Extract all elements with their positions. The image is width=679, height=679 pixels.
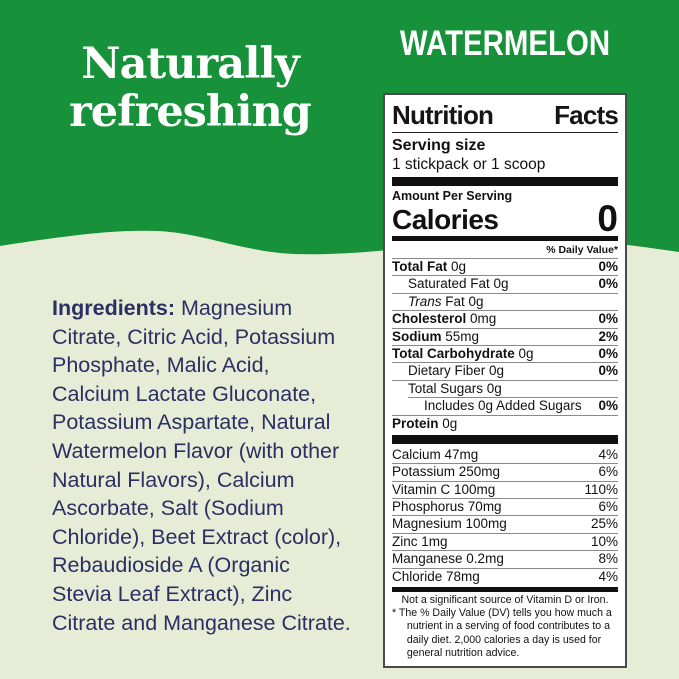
daily-value-percent: 0%: [598, 276, 618, 292]
nutrient-name: Trans Fat 0g: [408, 293, 484, 309]
flavor-title: WATERMELON: [399, 24, 611, 63]
daily-value-percent: 4%: [598, 446, 618, 462]
daily-value-percent: 0%: [598, 311, 618, 327]
mineral-row: Vitamin C 100mg 110%: [392, 480, 618, 498]
mineral-rows-container: Calcium 47mg 4% Potassium 250mg 6% Vitamin C…: [392, 447, 618, 585]
nutrient-row: Dietary Fiber 0g 0%: [392, 362, 618, 379]
nutrient-row: Saturated Fat 0g 0%: [392, 275, 618, 292]
calories-value: 0: [597, 198, 618, 239]
nutrition-facts-title: Nutrition Facts: [392, 100, 619, 130]
nutrient-name: Phosphorus 70mg: [392, 499, 502, 515]
daily-value-percent: 4%: [598, 568, 618, 584]
nutrition-title-word2: Facts: [554, 100, 619, 130]
nutrient-name: Dietary Fiber 0g: [408, 363, 505, 379]
nutrient-row: Sodium 55mg 2%: [392, 327, 618, 345]
amount-per-serving-label: Amount Per Serving: [392, 189, 513, 203]
nutrient-name: Potassium 250mg: [392, 464, 501, 480]
nutrient-name: Vitamin C 100mg: [392, 481, 496, 497]
ingredients-label: Ingredients:: [52, 296, 176, 320]
nutrient-name: Saturated Fat 0g: [408, 276, 509, 292]
nutrient-name: Manganese 0.2mg: [392, 551, 504, 567]
daily-value-percent: 6%: [598, 499, 618, 515]
daily-value-header: % Daily Value*: [546, 244, 618, 256]
nutrient-name: Protein 0g: [392, 415, 458, 431]
daily-value-percent: 6%: [598, 464, 618, 480]
nutrient-row: Total Sugars 0g: [392, 379, 618, 397]
mineral-row: Calcium 47mg 4%: [392, 447, 618, 463]
nutrition-facts-label: Nutrition Facts Serving size 1 stickpack…: [383, 93, 627, 668]
nutrient-name: Includes 0g Added Sugars: [424, 398, 582, 414]
nutrient-row: Cholesterol 0mg 0%: [392, 310, 618, 327]
daily-value-percent: 2%: [598, 328, 618, 344]
daily-value-percent: 0%: [598, 259, 618, 274]
nutrient-name: Cholesterol 0mg: [392, 311, 497, 327]
serving-size-value: 1 stickpack or 1 scoop: [392, 156, 546, 173]
medium-divider-bar: [392, 236, 618, 241]
mineral-row: Potassium 250mg 6%: [392, 463, 618, 480]
nutrient-name: Total Carbohydrate 0g: [392, 345, 534, 361]
nutrient-row: Total Fat 0g 0%: [392, 258, 618, 275]
tagline-text: Naturally refreshing: [69, 39, 312, 137]
daily-value-footnote: * The % Daily Value (DV) tells you how m…: [392, 607, 612, 660]
ingredients-text: Ingredients: Magnesium Citrate, Citric A…: [52, 294, 382, 637]
daily-value-percent: 0%: [598, 363, 618, 379]
nutrient-name: Total Sugars 0g: [408, 380, 502, 396]
not-significant-note: Not a significant source of Vitamin D or…: [401, 594, 609, 607]
medium-divider-bar: [392, 587, 618, 593]
nutrient-name: Calcium 47mg: [392, 446, 479, 462]
nutrition-title-word1: Nutrition: [392, 100, 494, 130]
calories-label: Calories: [392, 204, 499, 235]
daily-value-percent: 110%: [584, 481, 618, 497]
nutrient-row: Total Carbohydrate 0g 0%: [392, 344, 618, 362]
ingredients-list: Magnesium Citrate, Citric Acid, Potassiu…: [52, 296, 351, 635]
title-divider: [392, 132, 618, 133]
nutrient-name: Total Fat 0g: [392, 259, 467, 274]
mineral-row: Zinc 1mg 10%: [392, 532, 618, 550]
thick-divider-bar: [392, 434, 618, 444]
mineral-row: Chloride 78mg 4%: [392, 567, 618, 585]
calories-row: Calories 0: [392, 198, 618, 239]
daily-value-percent: 0%: [598, 345, 618, 361]
mineral-row: Phosphorus 70mg 6%: [392, 498, 618, 515]
daily-value-percent: 8%: [598, 551, 618, 567]
mineral-row: Manganese 0.2mg 8%: [392, 550, 618, 567]
nutrient-name: Zinc 1mg: [392, 533, 448, 549]
daily-value-percent: 10%: [590, 533, 618, 549]
mineral-row: Magnesium 100mg 25%: [392, 515, 618, 532]
nutrient-row: Protein 0g: [392, 414, 618, 432]
nutrient-name: Sodium 55mg: [392, 328, 480, 344]
nutrient-name: Magnesium 100mg: [392, 516, 507, 532]
serving-size-label: Serving size: [392, 137, 486, 154]
nutrient-name: Chloride 78mg: [392, 568, 480, 584]
thick-divider-bar: [392, 177, 618, 186]
nutrient-row: Trans Fat 0g: [392, 292, 618, 310]
nutrient-rows-container: Total Fat 0g 0% Saturated Fat 0g 0% Trans Fa…: [392, 258, 618, 432]
nutrient-row: Includes 0g Added Sugars 0%: [408, 397, 618, 414]
daily-value-percent: 0%: [598, 398, 618, 414]
daily-value-percent: 25%: [590, 516, 618, 532]
